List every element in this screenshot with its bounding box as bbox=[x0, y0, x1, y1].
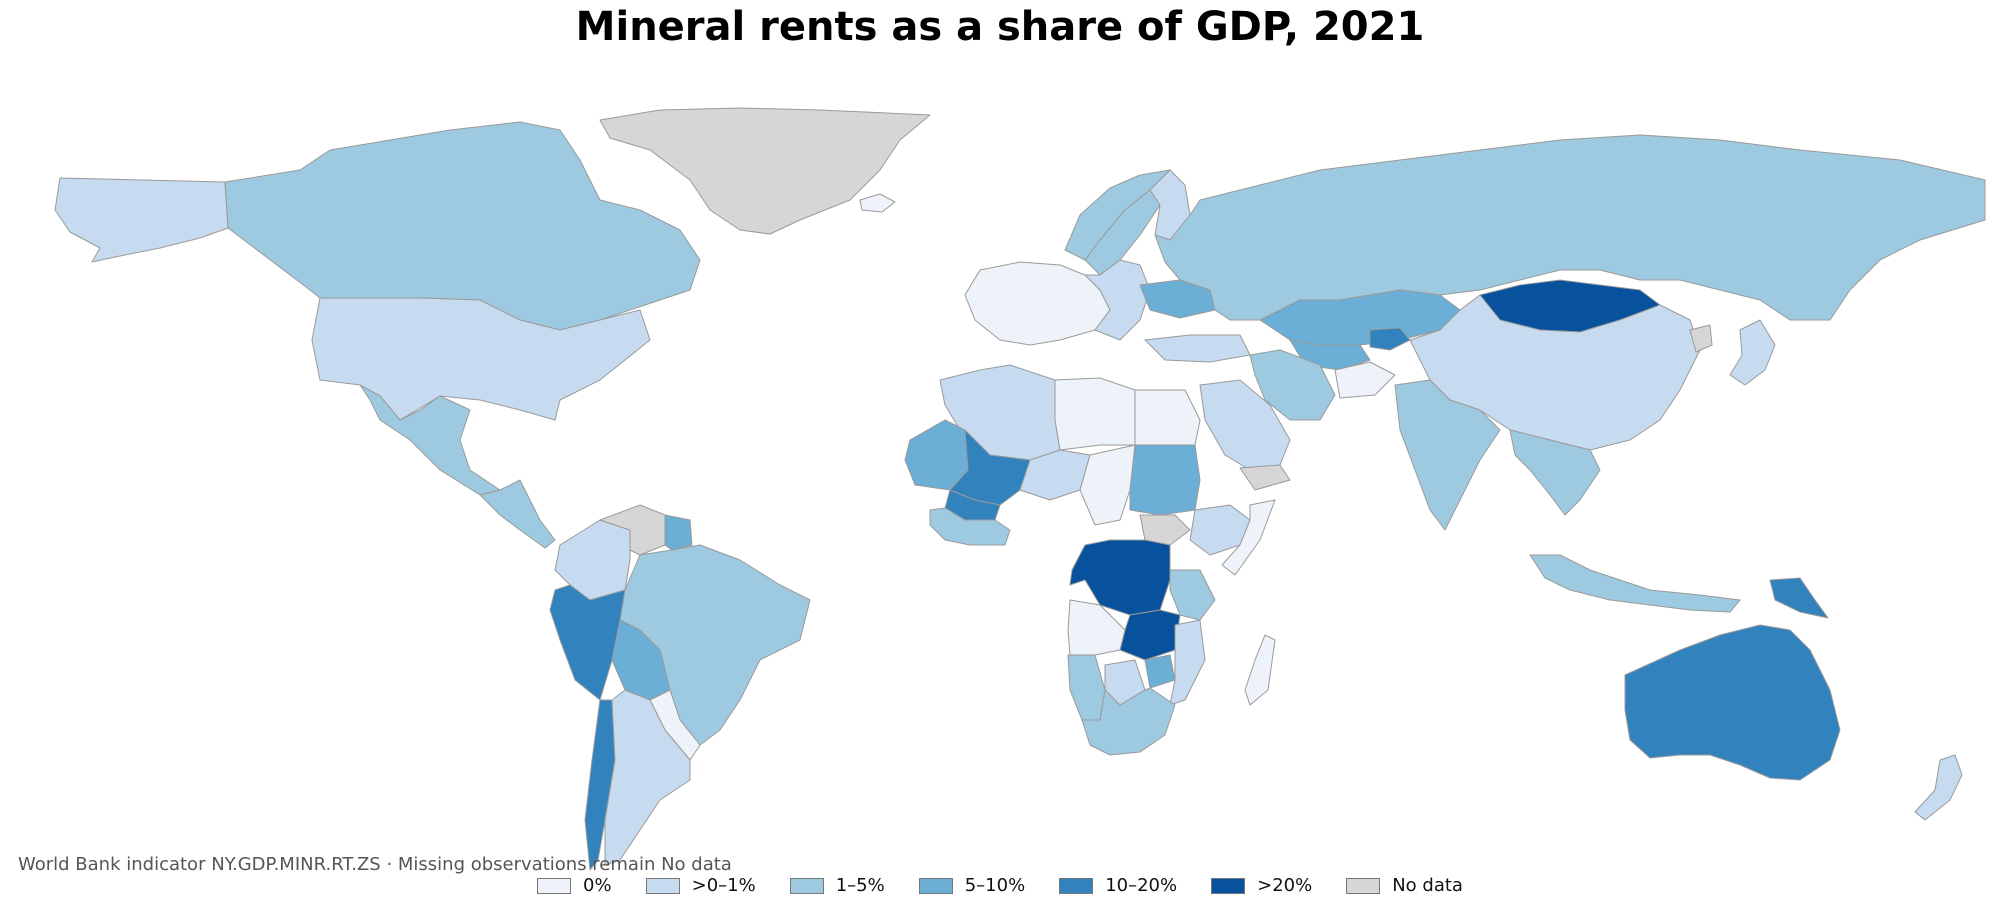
source-note: World Bank indicator NY.GDP.MINR.RT.ZS ·… bbox=[18, 854, 732, 875]
region-canada[interactable] bbox=[224, 121, 701, 331]
legend-swatch bbox=[537, 877, 572, 894]
region-north-korea[interactable] bbox=[1689, 324, 1713, 353]
region-indonesia[interactable] bbox=[1529, 554, 1741, 613]
region-turkey[interactable] bbox=[1144, 334, 1251, 363]
legend-swatch bbox=[1346, 877, 1381, 894]
region-southeast-asia[interactable] bbox=[1509, 429, 1601, 516]
region-papua-new-guinea[interactable] bbox=[1769, 577, 1829, 619]
region-tanzania[interactable] bbox=[1169, 569, 1216, 621]
region-zimbabwe[interactable] bbox=[1144, 654, 1176, 689]
legend-label: No data bbox=[1392, 875, 1463, 896]
legend-item-6: No data bbox=[1346, 875, 1463, 896]
legend-swatch bbox=[1211, 877, 1246, 894]
region-mauritania[interactable] bbox=[904, 419, 969, 491]
region-yemen[interactable] bbox=[1239, 464, 1291, 491]
legend-label: >20% bbox=[1257, 875, 1313, 896]
region-new-zealand[interactable] bbox=[1914, 754, 1963, 821]
region-libya[interactable] bbox=[1054, 377, 1136, 451]
region-alaska[interactable] bbox=[54, 177, 229, 263]
region-kyrgyzstan[interactable] bbox=[1369, 327, 1411, 351]
legend-swatch bbox=[645, 877, 680, 894]
legend-swatch bbox=[918, 877, 953, 894]
region-somalia[interactable] bbox=[1221, 499, 1276, 576]
legend-label: 10–20% bbox=[1105, 875, 1178, 896]
region-japan[interactable] bbox=[1729, 319, 1776, 386]
region-south-africa[interactable] bbox=[1081, 687, 1176, 756]
region-iran[interactable] bbox=[1249, 349, 1336, 421]
region-egypt[interactable] bbox=[1134, 389, 1201, 446]
region-guyana[interactable] bbox=[664, 514, 693, 551]
region-greenland[interactable] bbox=[599, 107, 931, 235]
legend-label: 1–5% bbox=[835, 875, 885, 896]
legend-swatch bbox=[1059, 877, 1094, 894]
region-mozambique[interactable] bbox=[1169, 619, 1206, 706]
region-india[interactable] bbox=[1394, 379, 1501, 531]
region-angola[interactable] bbox=[1067, 599, 1126, 656]
region-iceland[interactable] bbox=[859, 193, 896, 213]
region-argentina[interactable] bbox=[604, 689, 691, 866]
region-peru[interactable] bbox=[549, 584, 626, 701]
region-western-europe[interactable] bbox=[964, 261, 1111, 346]
region-afghanistan[interactable] bbox=[1334, 361, 1396, 399]
region-zambia[interactable] bbox=[1119, 609, 1181, 661]
region-namibia[interactable] bbox=[1067, 654, 1106, 721]
legend-label: 0% bbox=[583, 875, 612, 896]
region-madagascar[interactable] bbox=[1244, 634, 1276, 706]
region-central-america[interactable] bbox=[479, 479, 556, 549]
region-sudan[interactable] bbox=[1129, 444, 1201, 516]
legend-item-0: 0% bbox=[537, 875, 612, 896]
region-australia[interactable] bbox=[1624, 624, 1841, 781]
legend-label: >0–1% bbox=[691, 875, 756, 896]
legend-item-4: 10–20% bbox=[1059, 875, 1177, 896]
region-south-sudan[interactable] bbox=[1139, 514, 1191, 546]
legend-label: 5–10% bbox=[964, 875, 1026, 896]
region-venezuela[interactable] bbox=[599, 504, 666, 556]
legend-item-2: 1–5% bbox=[789, 875, 885, 896]
map-legend: 0% >0–1% 1–5% 5–10% 10–20% >20% No data bbox=[0, 875, 2000, 896]
legend-item-1: >0–1% bbox=[645, 875, 756, 896]
legend-swatch bbox=[789, 877, 824, 894]
region-eastern-europe[interactable] bbox=[1084, 259, 1151, 341]
legend-item-3: 5–10% bbox=[918, 875, 1026, 896]
legend-item-5: >20% bbox=[1211, 875, 1312, 896]
map-title: Mineral rents as a share of GDP, 2021 bbox=[575, 4, 1425, 50]
region-west-africa-coast[interactable] bbox=[929, 507, 1011, 546]
region-mexico[interactable] bbox=[359, 384, 501, 496]
